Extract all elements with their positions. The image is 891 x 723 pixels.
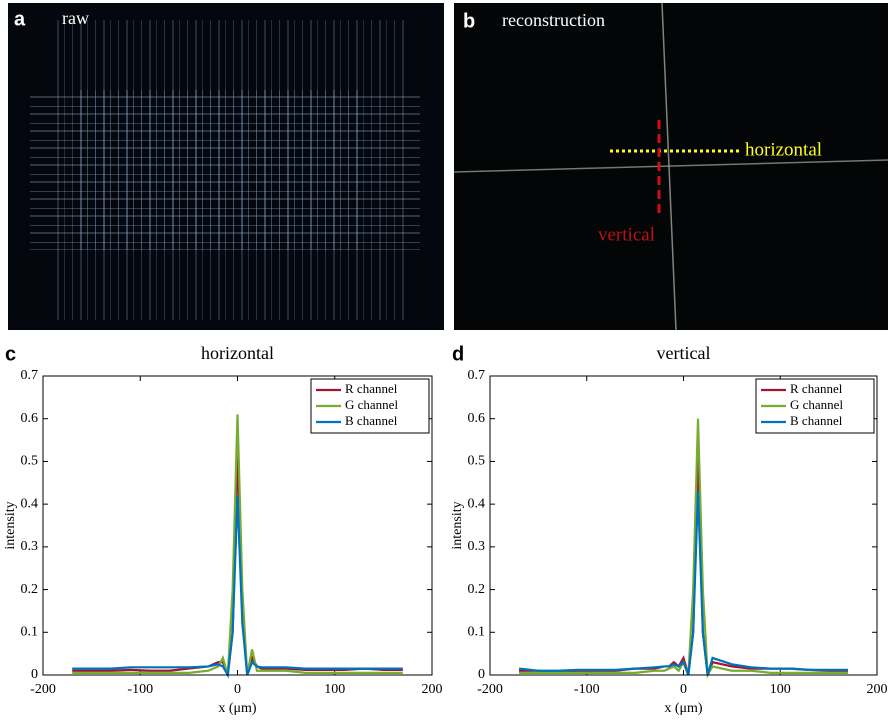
x-tick-label: 0 <box>680 682 687 697</box>
data-line <box>519 452 848 676</box>
y-tick-label: 0.1 <box>468 625 486 640</box>
annotation: horizontal <box>745 139 822 160</box>
legend-label: B channel <box>790 413 843 428</box>
y-tick-label: 0.5 <box>21 454 39 469</box>
legend-label: G channel <box>790 397 843 412</box>
legend-label: G channel <box>345 397 398 412</box>
plot-frame <box>489 375 878 676</box>
y-tick-label: 0.6 <box>21 411 39 426</box>
plot-frame <box>42 375 433 676</box>
data-line <box>72 495 403 679</box>
chart-title: vertical <box>657 343 711 363</box>
x-tick-label: 100 <box>324 682 345 697</box>
cross-line <box>661 2 677 331</box>
y-tick-label: 0.7 <box>468 368 486 383</box>
chart-title: horizontal <box>201 343 274 363</box>
data-line <box>72 452 403 676</box>
panel-letter: c <box>5 343 16 365</box>
annotation: vertical <box>598 224 655 245</box>
x-tick-label: 200 <box>422 682 443 697</box>
y-tick-label: 0 <box>478 667 485 682</box>
y-tick-label: 0.2 <box>468 582 486 597</box>
panel-letter: d <box>452 343 464 365</box>
y-axis-label: intensity <box>3 501 18 549</box>
y-tick-label: 0.3 <box>468 539 486 554</box>
x-tick-label: 100 <box>770 682 791 697</box>
raw-pattern <box>80 90 360 250</box>
panel-letter: b <box>463 10 475 32</box>
panel-a: a raw <box>8 3 444 330</box>
x-tick-label: 0 <box>234 682 241 697</box>
panel-label: reconstruction <box>502 10 605 30</box>
x-tick-label: -100 <box>127 682 153 697</box>
y-tick-label: 0.1 <box>21 625 39 640</box>
x-tick-label: -200 <box>477 682 503 697</box>
y-tick-label: 0.7 <box>21 368 39 383</box>
cross-line <box>453 159 889 173</box>
data-line <box>72 414 403 676</box>
y-tick-label: 0 <box>31 667 38 682</box>
x-tick-label: 200 <box>867 682 888 697</box>
panel-b: b reconstruction horizontal vertical <box>453 2 889 331</box>
legend-label: R channel <box>790 381 843 396</box>
x-axis-label: x (μm) <box>664 701 703 716</box>
y-axis-label: intensity <box>450 501 465 549</box>
x-tick-label: -200 <box>30 682 56 697</box>
panel-letter: a <box>14 8 26 30</box>
y-tick-label: 0.6 <box>468 411 486 426</box>
data-line <box>518 491 848 676</box>
x-tick-label: -100 <box>574 682 600 697</box>
x-axis-label: x (μm) <box>218 701 257 716</box>
data-line <box>519 418 848 679</box>
legend-label: B channel <box>345 413 398 428</box>
y-tick-label: 0.3 <box>21 539 39 554</box>
legend-label: R channel <box>345 381 398 396</box>
y-tick-label: 0.4 <box>468 496 486 511</box>
panel-label: raw <box>62 8 89 28</box>
y-tick-label: 0.2 <box>21 582 39 597</box>
y-tick-label: 0.5 <box>468 454 486 469</box>
y-tick-label: 0.4 <box>21 496 39 511</box>
